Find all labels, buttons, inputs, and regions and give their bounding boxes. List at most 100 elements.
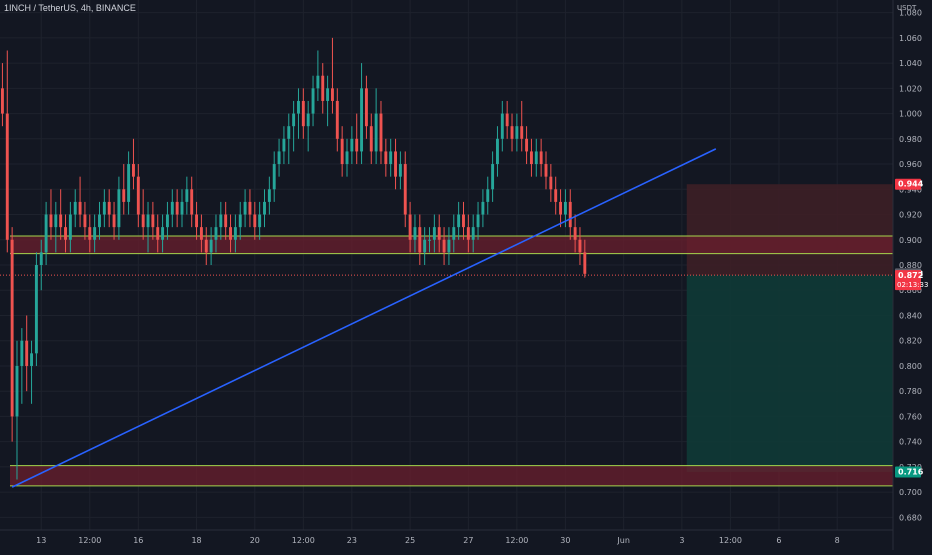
candle <box>432 214 436 253</box>
price-tag-target: 0.716 <box>895 466 924 478</box>
candle <box>243 189 247 228</box>
candle <box>345 138 349 177</box>
candle-body <box>510 126 514 139</box>
candle <box>326 75 330 127</box>
candle-body <box>282 138 286 152</box>
candle <box>175 189 179 228</box>
price-tick-label: 0.920 <box>899 211 922 220</box>
candle-body <box>447 239 451 253</box>
candle-body <box>0 88 4 114</box>
time-tick-label: 12:00 <box>505 536 528 545</box>
candle-body <box>98 214 101 228</box>
time-axis[interactable]: 13 12:00 16 18 20 12:00 23 25 27 12:00 30 Jun 3 12:00… <box>0 529 893 545</box>
candle-body <box>107 201 111 215</box>
price-tick-label: 0.820 <box>899 337 922 346</box>
candle-body <box>529 151 533 165</box>
candle-body <box>413 227 417 240</box>
candle-body <box>292 113 296 127</box>
candle-body <box>554 189 558 202</box>
candle-body <box>428 239 431 241</box>
candle-body <box>209 239 213 253</box>
candle-body <box>136 176 140 215</box>
candle-body <box>117 189 121 228</box>
candle <box>88 214 92 253</box>
candle <box>442 227 446 265</box>
candle <box>418 214 422 265</box>
candle <box>107 189 111 228</box>
candle <box>306 100 310 152</box>
candle <box>132 138 135 190</box>
candle <box>224 201 228 240</box>
time-tick-label: 12:00 <box>719 536 742 545</box>
candle <box>277 138 281 177</box>
candle-body <box>389 151 393 165</box>
candle <box>54 201 58 253</box>
candle-body <box>486 189 490 202</box>
candle-body <box>204 239 208 253</box>
candle-body <box>496 138 499 165</box>
candle-body <box>64 227 67 240</box>
candle-body <box>78 201 82 215</box>
candle-body <box>263 201 266 215</box>
candle <box>185 176 189 215</box>
candle <box>578 227 582 265</box>
candle-body <box>573 227 577 240</box>
candle <box>248 189 252 228</box>
price-tick-label: 0.880 <box>899 261 922 270</box>
candle <box>59 189 63 240</box>
candle <box>10 227 14 442</box>
candle <box>428 227 431 253</box>
candle <box>5 50 9 253</box>
candle <box>559 189 563 228</box>
candle-body <box>243 201 247 215</box>
price-axis-unit: USDT <box>897 4 917 12</box>
candle-body <box>170 201 174 215</box>
candle-body <box>190 189 194 215</box>
time-tick-label: 6 <box>776 536 781 545</box>
candle <box>476 201 480 240</box>
candle-body <box>534 151 538 165</box>
candle <box>204 227 208 265</box>
candle-body <box>301 100 305 127</box>
price-tick-label: 0.840 <box>899 311 922 320</box>
candle <box>447 227 451 265</box>
candle <box>408 201 412 253</box>
trendline[interactable] <box>11 148 717 488</box>
candle <box>34 252 38 366</box>
candle-body <box>345 151 349 165</box>
candle <box>229 214 232 253</box>
candle <box>146 201 150 253</box>
candle <box>379 100 383 165</box>
time-tick-label: 25 <box>405 536 415 545</box>
candle-body <box>364 88 368 127</box>
candle-body <box>306 113 310 127</box>
candle-body <box>238 214 242 228</box>
candle-body <box>398 164 402 177</box>
candle <box>0 63 4 127</box>
price-tick-label: 1.020 <box>899 84 922 93</box>
candle-body <box>476 214 480 228</box>
candle <box>263 189 266 228</box>
trendline-layer[interactable] <box>11 148 717 488</box>
take-profit-zone <box>686 275 893 472</box>
candle <box>394 138 397 190</box>
candle <box>457 201 461 240</box>
candle-body <box>233 227 237 240</box>
candle-body <box>248 201 252 215</box>
candle-body <box>199 227 203 240</box>
candle-body <box>340 138 344 165</box>
candle <box>15 340 19 480</box>
candle <box>515 113 519 152</box>
candle <box>165 201 169 240</box>
candle-body <box>195 214 199 228</box>
candle-body <box>418 227 422 253</box>
candle <box>49 189 53 240</box>
price-tag-bg <box>895 178 921 190</box>
candle-body <box>394 151 397 177</box>
candle <box>180 189 184 228</box>
candle <box>297 88 300 139</box>
candle-body <box>568 201 572 228</box>
